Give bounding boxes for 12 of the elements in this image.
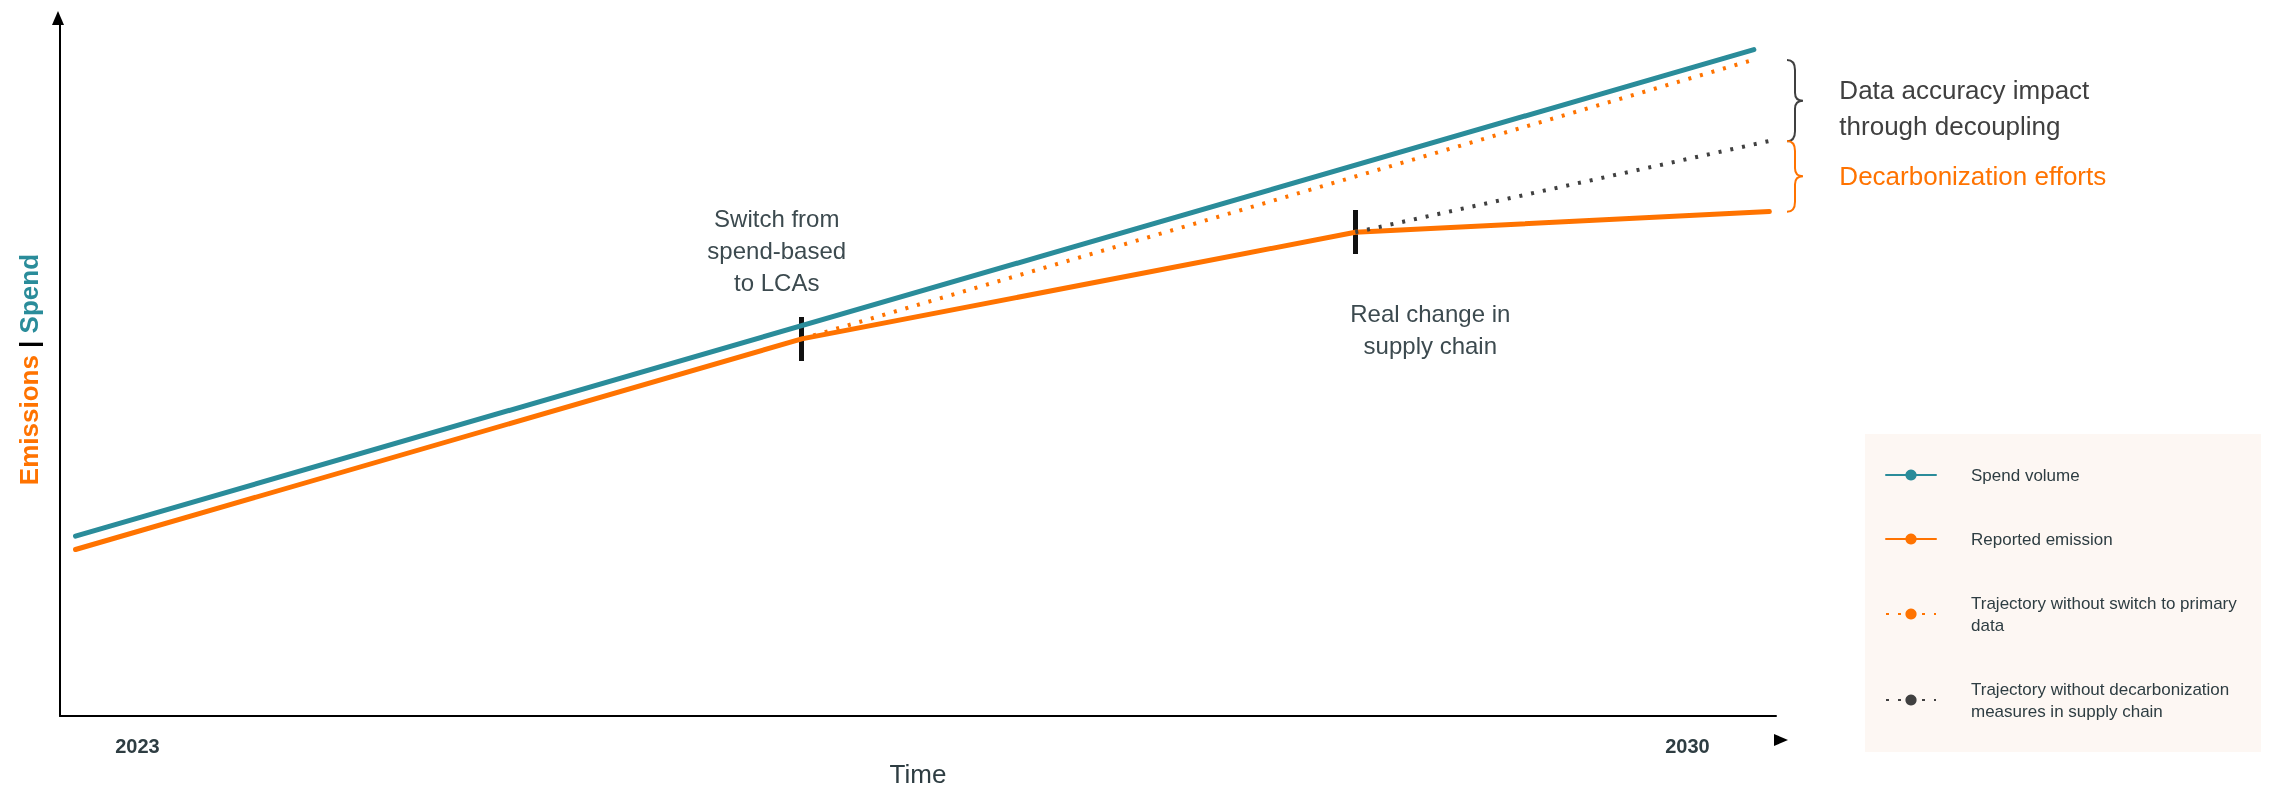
x-axis-title: Time [889,759,947,789]
legend-label: Trajectory without decarbonization measures in supply chain [1971,679,2235,721]
legend-label: Reported emission [1971,529,2113,549]
x-tick-label: 2023 [115,735,160,758]
x-tick-label: 2030 [1665,735,1710,758]
text: Data accuracy impact through decoupling [1839,75,2091,142]
legend-label: Spend volume [1971,465,2080,485]
y-axis-title: Emissions | Spend [14,253,44,486]
legend-label: Trajectory without switch to primary data [1971,593,2242,635]
text: Decarbonization efforts [1839,161,2107,192]
annotation: Switch from spend-based to LCAs [707,205,847,297]
annotation: Real change in supply chain [1350,299,1511,359]
